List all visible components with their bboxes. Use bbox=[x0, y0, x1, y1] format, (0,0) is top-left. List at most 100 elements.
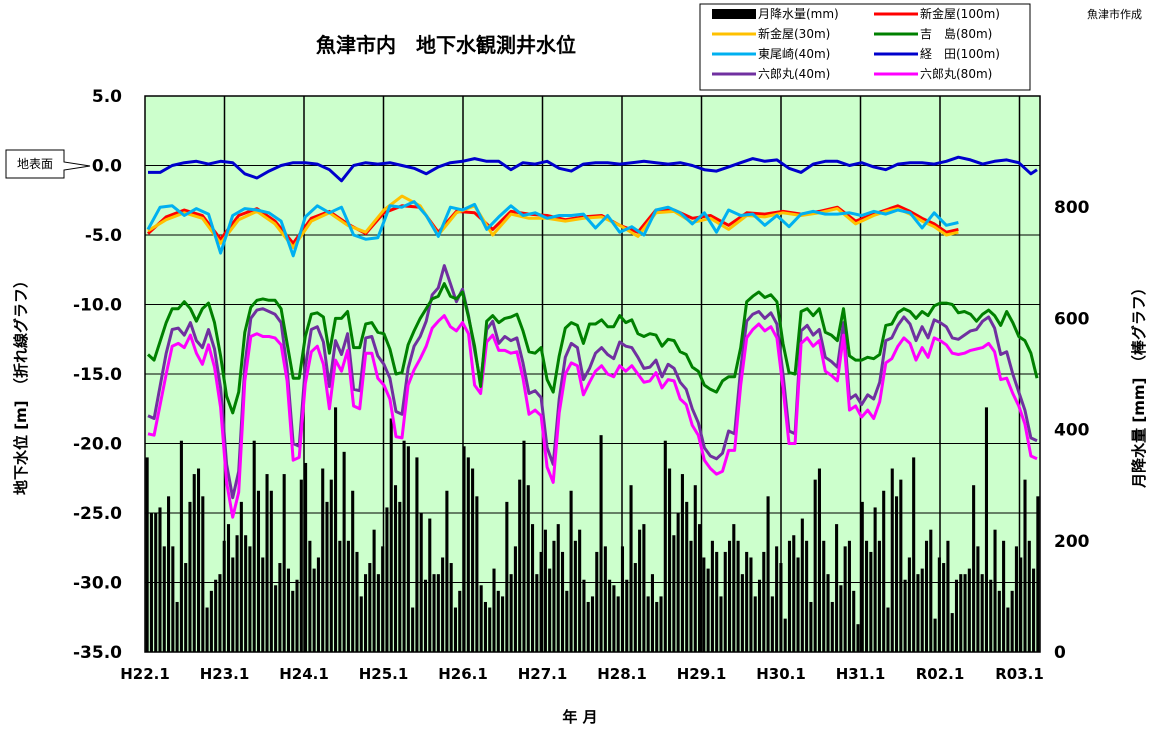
precip-bar bbox=[149, 513, 153, 652]
x-tick: R02.1 bbox=[916, 665, 965, 683]
precip-bar bbox=[560, 551, 565, 652]
precip-bar bbox=[663, 440, 667, 652]
precip-bar bbox=[312, 568, 316, 652]
y-tick-right: 200 bbox=[1054, 532, 1090, 552]
precip-bar bbox=[282, 474, 286, 652]
precip-bar bbox=[1006, 607, 1010, 652]
legend-label: 新金屋(30m) bbox=[758, 26, 830, 41]
precip-bar bbox=[334, 407, 338, 652]
precip-bar bbox=[899, 479, 903, 652]
precip-bar bbox=[449, 563, 453, 652]
precip-bar bbox=[599, 435, 603, 652]
precip-bar bbox=[167, 496, 171, 652]
precip-bar bbox=[612, 585, 616, 652]
precip-bar bbox=[903, 579, 907, 652]
x-tick: H23.1 bbox=[200, 665, 250, 683]
precip-bar bbox=[715, 551, 719, 652]
plot-border bbox=[144, 95, 1041, 653]
precip-bar bbox=[770, 596, 774, 652]
precip-bar bbox=[445, 490, 449, 652]
precip-bar bbox=[265, 474, 269, 652]
precip-bar bbox=[1036, 496, 1040, 652]
x-tick: H28.1 bbox=[597, 665, 647, 683]
precip-bar bbox=[252, 440, 256, 652]
precip-bar bbox=[839, 585, 843, 652]
x-tick: H30.1 bbox=[756, 665, 806, 683]
y-axis-left-label: 地下水位 [m] （折れ線グラフ） bbox=[12, 273, 30, 495]
precip-bar bbox=[325, 501, 329, 652]
precip-bar bbox=[338, 540, 342, 652]
precip-bar bbox=[796, 557, 800, 652]
precip-bar bbox=[188, 501, 192, 652]
legend-label: 新金屋(100m) bbox=[920, 6, 1000, 21]
precip-bar bbox=[689, 540, 693, 652]
precip-bar bbox=[590, 596, 595, 652]
precip-bar bbox=[779, 563, 783, 652]
precip-bar bbox=[556, 524, 560, 652]
precip-bar bbox=[843, 546, 847, 652]
precip-bar bbox=[1032, 568, 1036, 652]
precip-bar bbox=[492, 568, 496, 652]
y-tick-left: -25.0 bbox=[73, 504, 122, 524]
precip-bar bbox=[389, 418, 393, 652]
precip-bar bbox=[1019, 557, 1023, 652]
water-level-lines bbox=[146, 155, 1039, 519]
precip-bar bbox=[505, 501, 509, 652]
precip-bar bbox=[1023, 479, 1027, 652]
precip-bar bbox=[595, 551, 599, 652]
precip-bar bbox=[1002, 540, 1006, 652]
precip-bar bbox=[154, 513, 158, 652]
x-tick: H22.1 bbox=[120, 665, 170, 683]
precip-bar bbox=[402, 440, 406, 652]
precip-bar bbox=[698, 524, 702, 652]
legend-label: 六郎丸(80m) bbox=[920, 67, 992, 81]
precip-bar bbox=[702, 557, 706, 652]
y-tick-left: -15.0 bbox=[73, 365, 122, 385]
precip-bar bbox=[723, 551, 727, 652]
precip-bar bbox=[822, 540, 826, 652]
precip-bar bbox=[980, 574, 984, 652]
precip-bar bbox=[680, 474, 684, 652]
precip-bar bbox=[231, 557, 235, 652]
precip-bar bbox=[830, 601, 834, 652]
precip-bar bbox=[719, 596, 723, 652]
precip-bar bbox=[483, 601, 487, 652]
credit-label: 魚津市作成 bbox=[1087, 7, 1142, 21]
precip-bar bbox=[907, 557, 911, 652]
precip-bar bbox=[372, 529, 376, 652]
series-line bbox=[146, 200, 959, 258]
precip-bar bbox=[792, 535, 796, 652]
precip-bar bbox=[757, 579, 762, 652]
legend-label: 経 田(100m) bbox=[920, 47, 1000, 61]
y-tick-right: 600 bbox=[1054, 309, 1090, 329]
legend-label: 月降水量(mm) bbox=[758, 7, 839, 21]
precip-bar bbox=[441, 557, 445, 652]
precip-bar bbox=[274, 585, 278, 652]
series-line bbox=[146, 282, 1039, 415]
y-tick-left: -10.0 bbox=[73, 296, 122, 316]
precip-bar bbox=[248, 546, 252, 652]
x-tick: H27.1 bbox=[518, 665, 568, 683]
x-tick: R03.1 bbox=[995, 665, 1044, 683]
precip-bar bbox=[222, 540, 226, 652]
precip-bar bbox=[368, 563, 372, 652]
precip-bar bbox=[933, 618, 937, 652]
x-tick: H26.1 bbox=[438, 665, 488, 683]
precip-bar bbox=[766, 496, 770, 652]
precip-bar bbox=[946, 540, 950, 652]
precip-bar bbox=[912, 457, 916, 652]
precip-bar bbox=[920, 568, 924, 652]
precip-bar bbox=[351, 490, 355, 652]
precip-bar bbox=[453, 607, 458, 652]
precip-bar bbox=[145, 457, 149, 652]
precip-bar bbox=[342, 451, 346, 652]
precip-bar bbox=[162, 546, 166, 652]
precip-bar bbox=[209, 590, 213, 652]
precip-bar bbox=[620, 546, 625, 652]
precip-bar bbox=[376, 574, 380, 652]
precip-bar bbox=[954, 579, 959, 652]
precip-bar bbox=[865, 540, 869, 652]
precip-bar bbox=[847, 540, 851, 652]
y-tick-left: 0.0 bbox=[92, 157, 122, 177]
